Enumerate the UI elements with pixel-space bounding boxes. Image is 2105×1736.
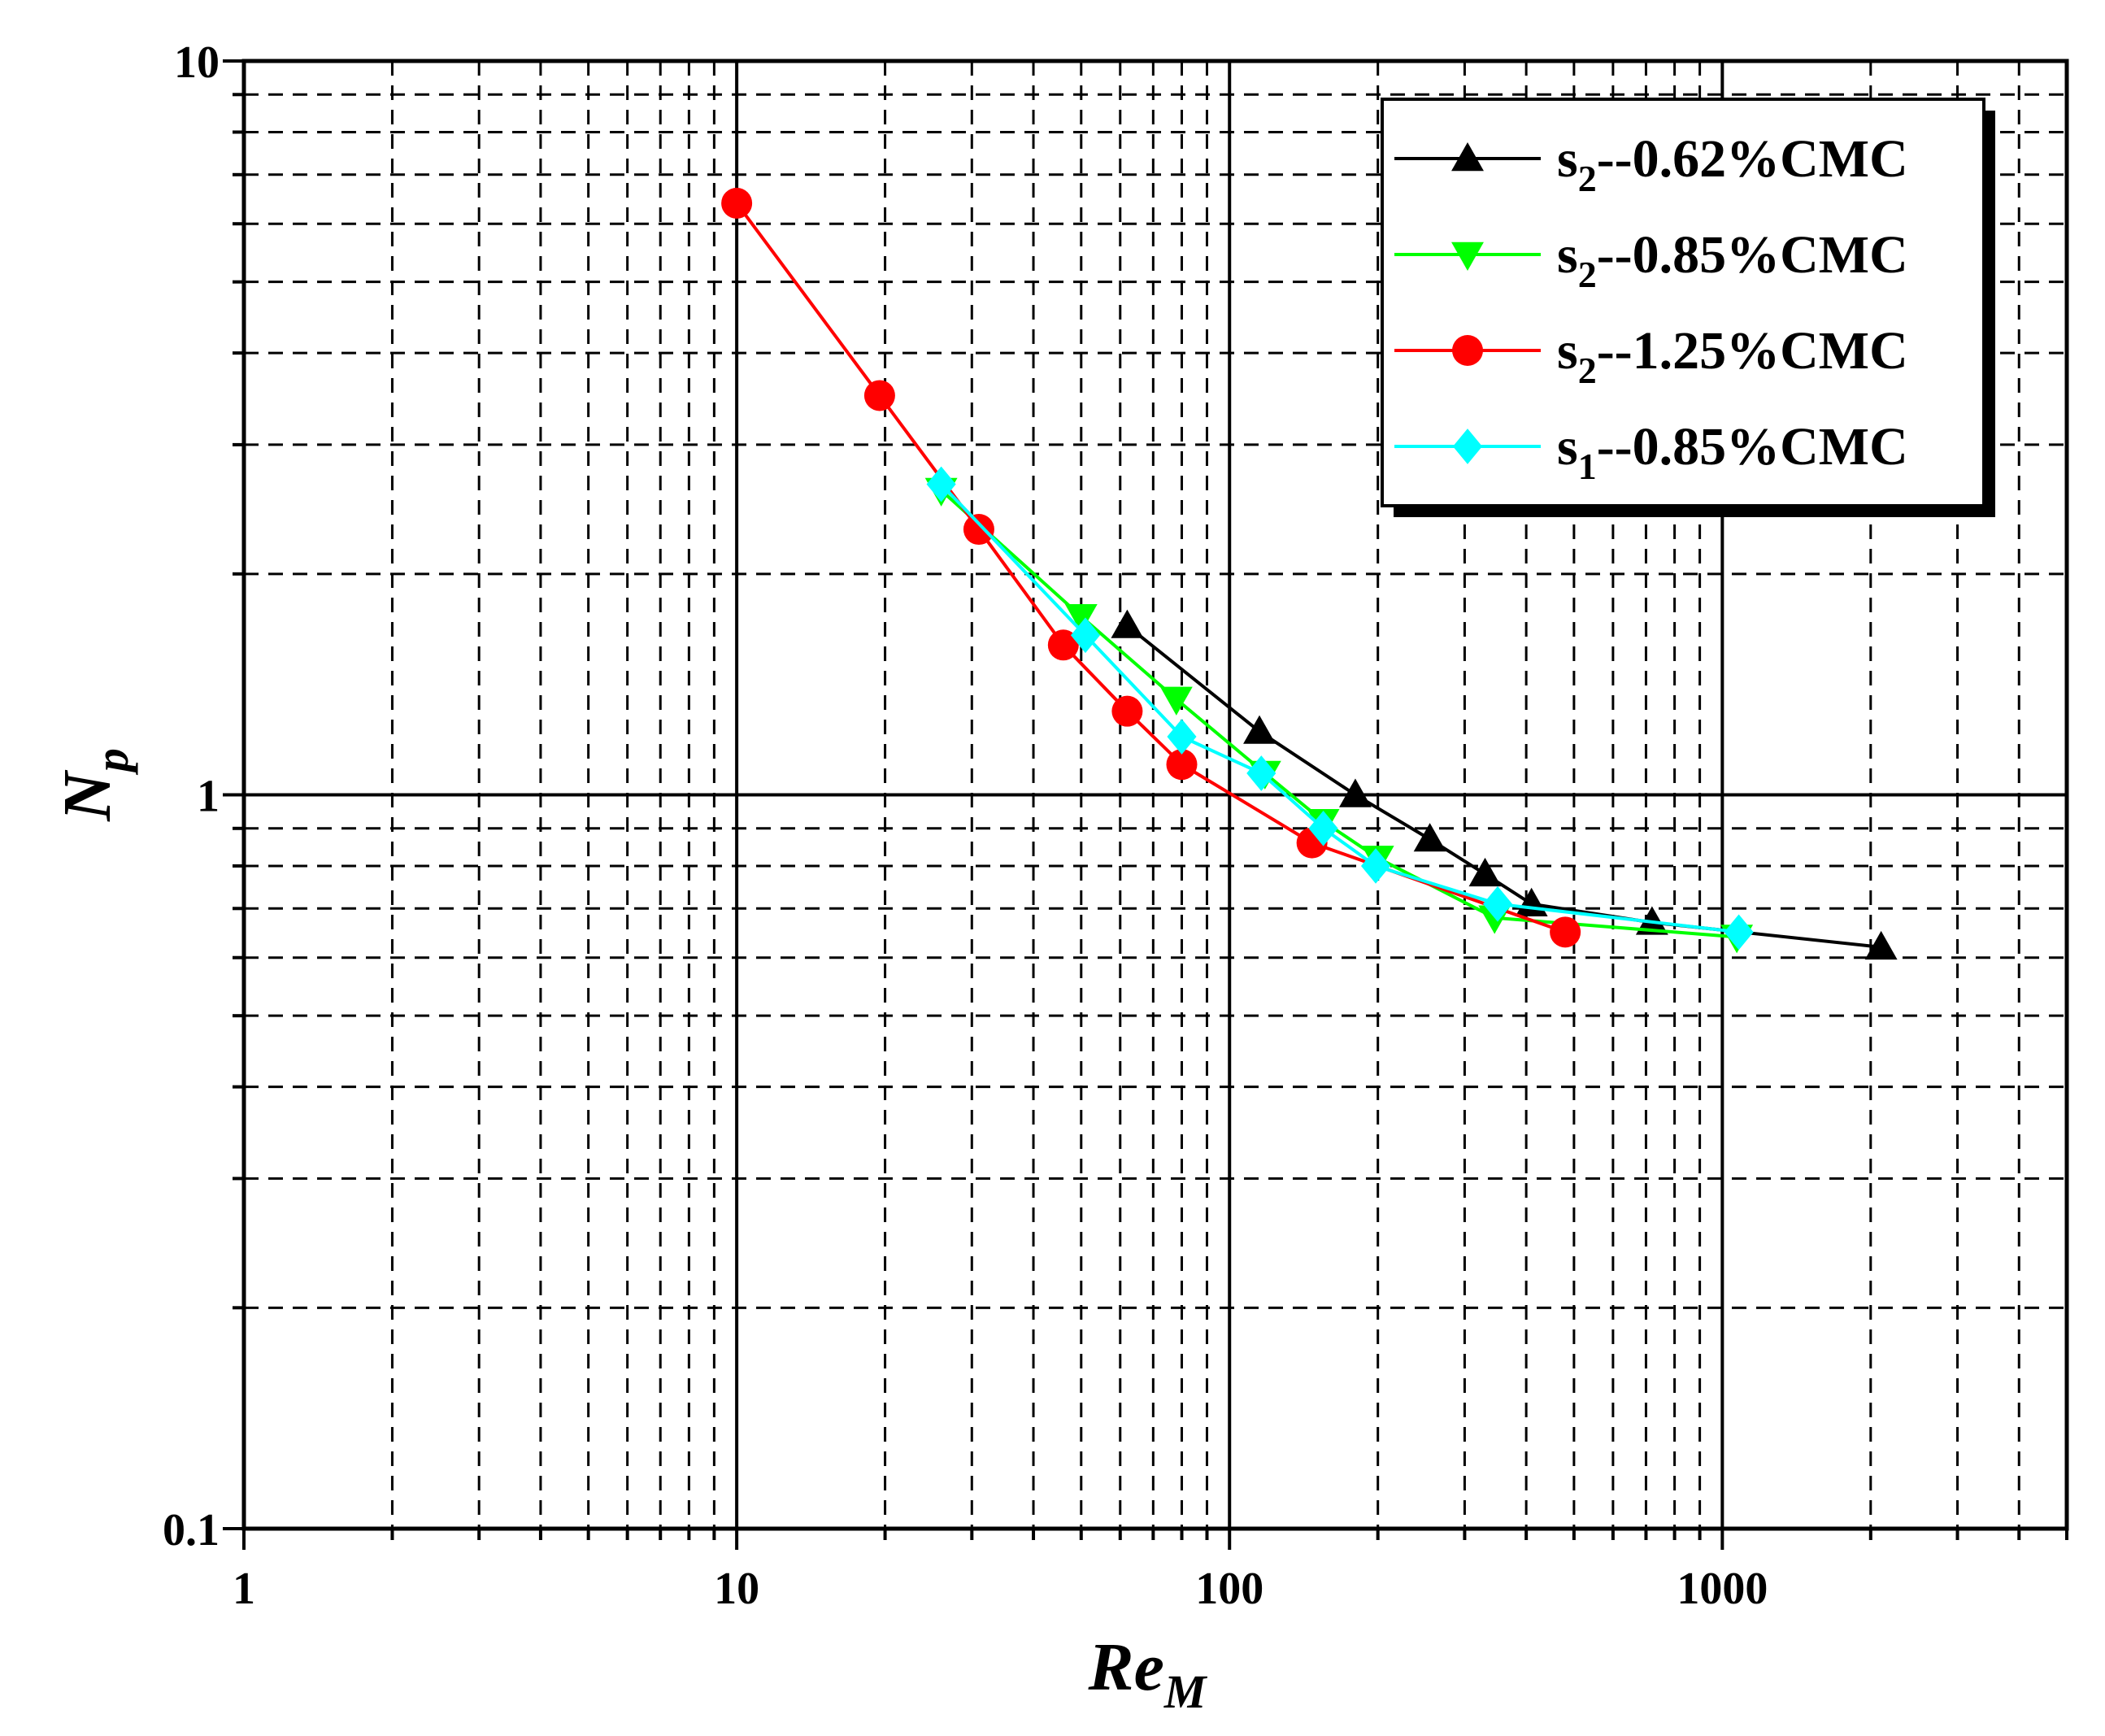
data-point: [1864, 930, 1898, 960]
data-point: [926, 466, 956, 503]
data-point: [1111, 609, 1144, 638]
legend-label: s2--1.25%CMC: [1557, 321, 1908, 391]
data-point: [1111, 695, 1143, 727]
legend: s2--0.62%CMC s2--0.85%CMC s2--1.25%CMC s1--…: [1381, 98, 1995, 517]
data-point: [1724, 914, 1754, 951]
data-point: [1246, 755, 1276, 791]
x-tick-label: 1000: [1677, 1564, 1768, 1614]
x-tick-label: 1: [233, 1564, 255, 1614]
series-line: [735, 202, 1566, 934]
series-line: [940, 489, 1737, 939]
data-point: [1159, 686, 1193, 716]
legend-marker: [1451, 142, 1484, 172]
legend-marker: [1452, 335, 1483, 366]
series-layer: [721, 187, 1898, 960]
data-point: [1468, 857, 1502, 887]
x-tick-label: 100: [1195, 1564, 1263, 1614]
data-point: [863, 380, 895, 411]
legend-entry: s2--0.85%CMC: [1394, 225, 1908, 295]
data-point: [1064, 603, 1098, 633]
axis-ticks: [223, 59, 2068, 1550]
data-point: [1360, 848, 1391, 884]
data-point: [963, 514, 994, 546]
data-point: [1243, 715, 1276, 744]
series-line: [940, 483, 1739, 934]
data-point: [1482, 885, 1513, 922]
data-point: [1047, 629, 1079, 661]
data-point: [1308, 810, 1338, 846]
legend-box: [1381, 98, 1985, 507]
legend-entry: s2--0.62%CMC: [1394, 129, 1908, 199]
y-axis-title: Np: [50, 748, 138, 822]
data-point: [1166, 749, 1198, 781]
legend-label: s2--0.62%CMC: [1557, 129, 1908, 199]
series-2: [924, 477, 1754, 954]
data-point: [1550, 916, 1581, 948]
legend-entry: s2--1.25%CMC: [1394, 321, 1908, 391]
data-point: [721, 187, 753, 219]
data-point: [1339, 778, 1372, 807]
y-tick-label: 10: [174, 37, 220, 88]
legend-marker: [1452, 429, 1483, 464]
y-tick-label: 1: [197, 772, 220, 822]
tick-labels: 1 10 100 1000 0.1 1 10: [163, 37, 1768, 1614]
x-tick-label: 10: [714, 1564, 759, 1614]
legend-entry: s1--0.85%CMC: [1394, 417, 1908, 487]
legend-marker: [1451, 241, 1484, 271]
data-point: [1070, 617, 1101, 654]
legend-label: s2--0.85%CMC: [1557, 225, 1908, 295]
y-tick-label: 0.1: [163, 1505, 220, 1555]
data-point: [1167, 719, 1197, 755]
x-axis-title: ReM: [1088, 1629, 1208, 1718]
data-point: [1515, 887, 1548, 916]
legend-label: s1--0.85%CMC: [1557, 417, 1908, 487]
legend-entries: s2--0.62%CMC s2--0.85%CMC s2--1.25%CMC s1--…: [1394, 129, 1908, 487]
series-4: [926, 466, 1754, 951]
data-point: [1413, 823, 1446, 852]
